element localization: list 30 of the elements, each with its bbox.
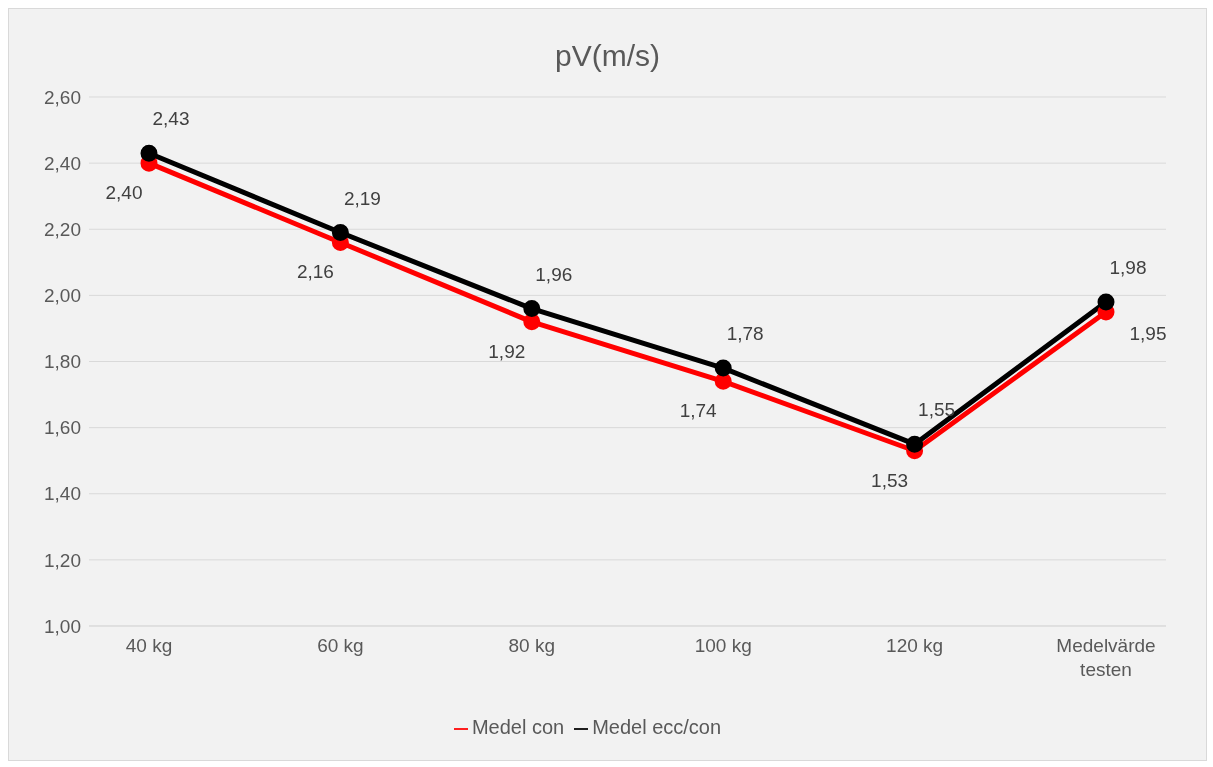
x-tick-label: 100 kg <box>694 635 752 656</box>
y-tick-label: 1,80 <box>44 351 81 373</box>
data-label: 2,43 <box>152 108 190 130</box>
y-tick-label: 1,40 <box>44 483 81 505</box>
x-tick-label: 120 kg <box>886 635 944 656</box>
data-label: 1,78 <box>726 323 764 345</box>
data-label: 1,55 <box>918 399 956 421</box>
x-tick-label: 40 kg <box>125 635 173 656</box>
chart-title: pV(m/s) <box>554 38 661 74</box>
x-tick-label: Medelvärde testen <box>1056 635 1156 680</box>
y-tick-label: 1,20 <box>44 549 81 571</box>
x-tick-label: 60 kg <box>317 635 364 656</box>
y-tick-label: 1,60 <box>44 417 81 439</box>
data-label: 1,98 <box>1109 256 1147 278</box>
y-tick-label: 1,00 <box>44 615 81 637</box>
y-tick-label: 2,20 <box>44 218 81 240</box>
data-label: 1,74 <box>679 400 718 422</box>
data-label: 2,16 <box>296 261 334 283</box>
data-label: 2,19 <box>343 187 381 209</box>
legend-label: Medel ecc/con <box>592 716 722 738</box>
data-label: 1,95 <box>1129 322 1167 344</box>
data-label: 2,40 <box>105 182 143 204</box>
data-label: 1,96 <box>535 263 573 285</box>
y-tick-label: 2,40 <box>44 152 81 174</box>
x-tick-label: 80 kg <box>508 635 556 656</box>
legend-label: Medel con <box>471 716 565 738</box>
data-label: 1,92 <box>488 340 526 362</box>
data-label: 1,53 <box>871 469 909 491</box>
y-tick-label: 2,00 <box>44 285 81 307</box>
y-tick-label: 2,60 <box>44 86 81 108</box>
